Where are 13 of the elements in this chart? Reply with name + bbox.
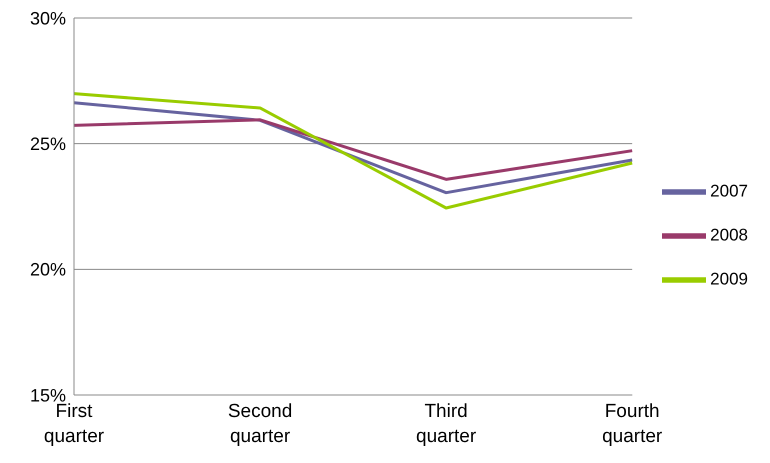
x-tick-label: First quarter — [44, 401, 105, 447]
x-tick-label: Third quarter — [416, 401, 477, 447]
x-tick-label: Fourth quarter — [602, 401, 663, 447]
legend-label: 2008 — [710, 224, 748, 244]
legend-label: 2009 — [710, 268, 748, 288]
line-series — [72, 101, 634, 194]
x-tick-label: Second quarter — [228, 401, 292, 447]
legend-label: 2007 — [710, 180, 748, 200]
line-series — [72, 92, 634, 210]
y-tick-label: 20% — [30, 260, 66, 280]
y-tick-label: 30% — [30, 8, 66, 28]
line-series — [72, 118, 634, 181]
y-tick-label: 25% — [30, 134, 66, 154]
